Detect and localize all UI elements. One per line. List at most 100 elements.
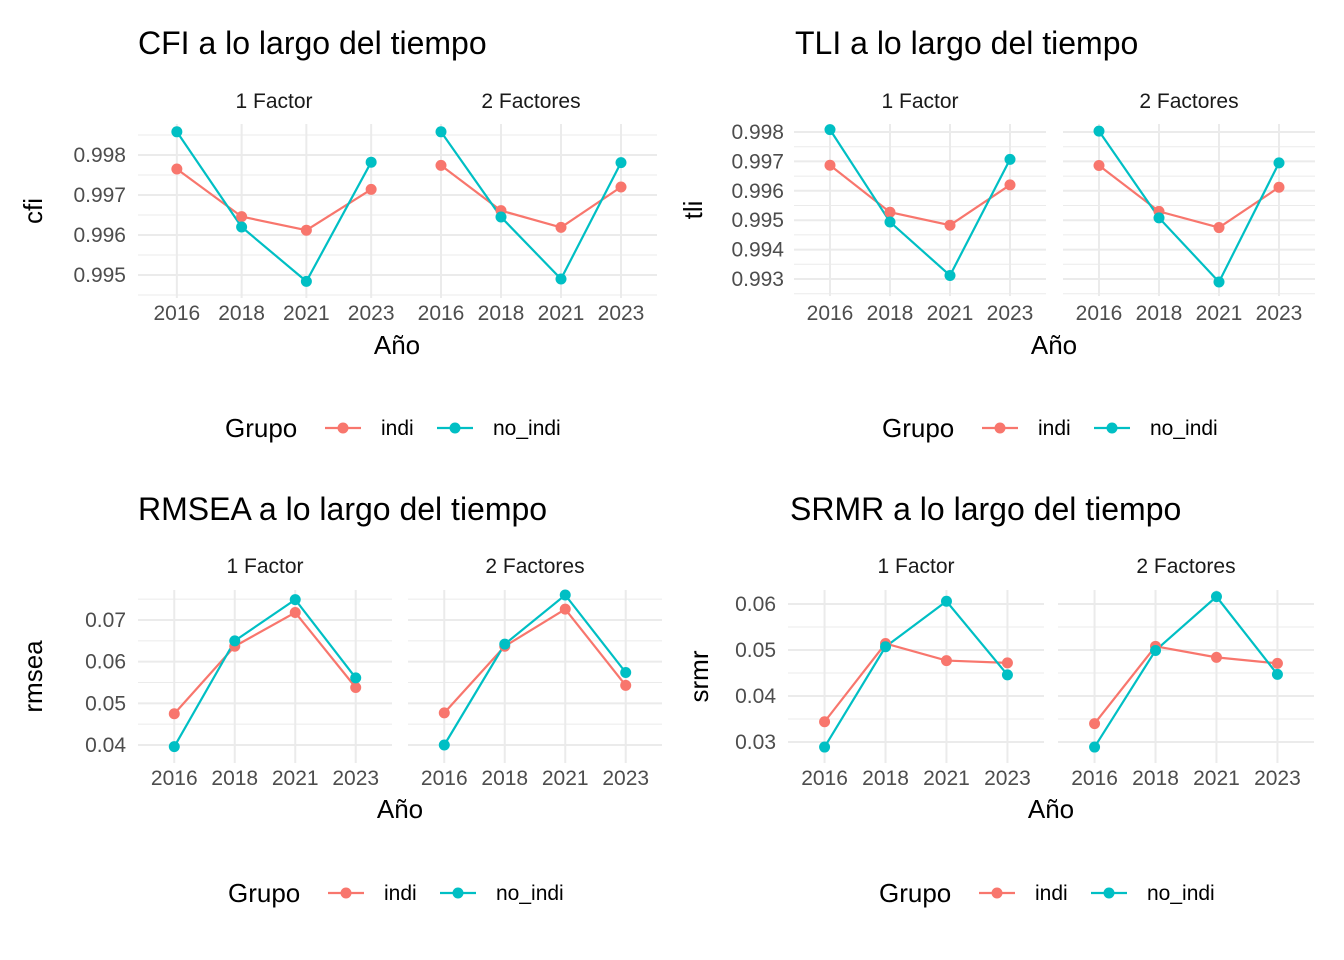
facet-1: 2 Factores 2016 2018 2021 2023	[1063, 90, 1315, 325]
data-point-no_indi	[620, 667, 632, 678]
x-tick-label: 2023	[348, 302, 395, 325]
x-axis-title: Año	[1028, 794, 1074, 824]
y-tick-label: 0.995	[73, 264, 126, 287]
data-point-no_indi	[300, 275, 312, 287]
data-point-no_indi	[289, 594, 301, 606]
data-point-no_indi	[435, 126, 447, 138]
legend: Grupo indi no_indi	[228, 878, 564, 908]
data-point-indi	[884, 206, 896, 218]
x-tick-label: 2018	[862, 767, 909, 790]
x-tick-label: 2021	[1193, 767, 1240, 790]
data-point-indi	[620, 679, 632, 691]
data-point-indi	[1210, 651, 1222, 663]
facet-strip-label: 2 Factores	[485, 555, 584, 578]
x-tick-label: 2023	[1254, 767, 1301, 790]
data-point-no_indi	[824, 124, 836, 136]
x-tick-label: 2018	[218, 302, 265, 325]
series-line-indi	[829, 164, 1011, 227]
legend-title: Grupo	[882, 413, 954, 443]
legend-key-point	[449, 422, 461, 434]
chart-title: SRMR a lo largo del tiempo	[790, 491, 1181, 527]
data-point-indi	[1001, 657, 1013, 669]
y-tick-label: 0.993	[731, 268, 784, 291]
x-tick-label: 2021	[923, 767, 970, 790]
facet-strip-label: 1 Factor	[226, 555, 303, 578]
facet-strip-label: 1 Factor	[881, 90, 958, 113]
legend-title: Grupo	[225, 413, 297, 443]
data-point-no_indi	[1210, 591, 1222, 603]
data-point-no_indi	[229, 635, 241, 647]
data-point-no_indi	[499, 638, 511, 650]
data-point-no_indi	[880, 641, 892, 653]
series-line-no_indi	[443, 593, 627, 746]
data-point-no_indi	[1004, 153, 1016, 165]
x-tick-label: 2021	[283, 302, 330, 325]
series-line-indi	[823, 642, 1008, 723]
data-point-indi	[944, 219, 956, 231]
x-tick-label: 2016	[151, 767, 198, 790]
facet-strip-label: 2 Factores	[1136, 555, 1235, 578]
legend-title: Grupo	[879, 878, 951, 908]
data-point-indi	[438, 707, 450, 719]
chart-1: TLI a lo largo del tiempo 1 Factor 2016 201…	[678, 25, 1315, 443]
x-tick-label: 2023	[984, 767, 1031, 790]
legend-label: no_indi	[1150, 417, 1218, 440]
series-line-indi	[1093, 645, 1278, 725]
legend-label: indi	[1038, 417, 1071, 440]
x-tick-label: 2023	[1256, 302, 1303, 325]
series-line-no_indi	[823, 599, 1009, 748]
legend-entry-indi: indi	[982, 417, 1071, 440]
x-tick-label: 2021	[927, 302, 974, 325]
legend-label: indi	[381, 417, 414, 440]
data-point-no_indi	[236, 221, 248, 233]
legend-title: Grupo	[228, 878, 300, 908]
x-tick-label: 2023	[987, 302, 1034, 325]
x-tick-label: 2016	[421, 767, 468, 790]
data-point-no_indi	[940, 595, 952, 607]
legend-label: no_indi	[1147, 882, 1215, 905]
x-tick-label: 2016	[1076, 302, 1123, 325]
series-line-indi	[443, 607, 627, 714]
facet-0: 1 Factor 2016 2018 2021 2023	[788, 555, 1044, 790]
facet-1: 2 Factores 2016 2018 2021 2023	[1058, 555, 1314, 790]
data-point-indi	[1271, 657, 1283, 669]
chart-title: RMSEA a lo largo del tiempo	[138, 491, 547, 527]
data-point-indi	[1093, 160, 1105, 172]
data-point-no_indi	[1153, 212, 1165, 224]
legend-key-point	[1106, 422, 1118, 434]
legend-key-point	[452, 887, 464, 899]
legend: Grupo indi no_indi	[225, 413, 561, 443]
x-axis-title: Año	[1031, 330, 1077, 360]
legend-label: no_indi	[493, 417, 561, 440]
y-tick-label: 0.07	[85, 609, 126, 632]
data-point-no_indi	[495, 211, 507, 223]
chart-2: RMSEA a lo largo del tiempo 1 Factor 2016 2…	[18, 491, 662, 908]
data-point-no_indi	[1001, 669, 1013, 681]
facet-strip-label: 1 Factor	[877, 555, 954, 578]
legend: Grupo indi no_indi	[882, 413, 1218, 443]
legend-entry-indi: indi	[325, 417, 414, 440]
data-point-no_indi	[1089, 741, 1101, 753]
legend-key-point	[1103, 887, 1115, 899]
data-point-no_indi	[1150, 644, 1162, 656]
x-tick-label: 2023	[332, 767, 379, 790]
data-point-indi	[940, 655, 952, 667]
data-point-no_indi	[615, 157, 627, 169]
x-tick-label: 2018	[478, 302, 525, 325]
y-tick-label: 0.06	[85, 651, 126, 674]
legend-entry-no_indi: no_indi	[1091, 882, 1215, 905]
x-tick-label: 2018	[481, 767, 528, 790]
data-point-indi	[171, 163, 183, 175]
legend-key-point	[994, 422, 1006, 434]
y-tick-label: 0.06	[735, 593, 776, 616]
x-tick-label: 2018	[211, 767, 258, 790]
data-point-indi	[236, 211, 248, 223]
y-tick-label: 0.05	[85, 692, 126, 715]
legend-label: indi	[1035, 882, 1068, 905]
facet-0: 1 Factor 2016 2018 2021 2023	[138, 555, 392, 790]
legend-label: indi	[384, 882, 417, 905]
series-line-indi	[1098, 164, 1280, 229]
data-point-indi	[289, 607, 301, 618]
series-line-no_indi	[1093, 595, 1279, 748]
facet-0: 1 Factor 2016 2018 2021 2023	[794, 90, 1046, 325]
